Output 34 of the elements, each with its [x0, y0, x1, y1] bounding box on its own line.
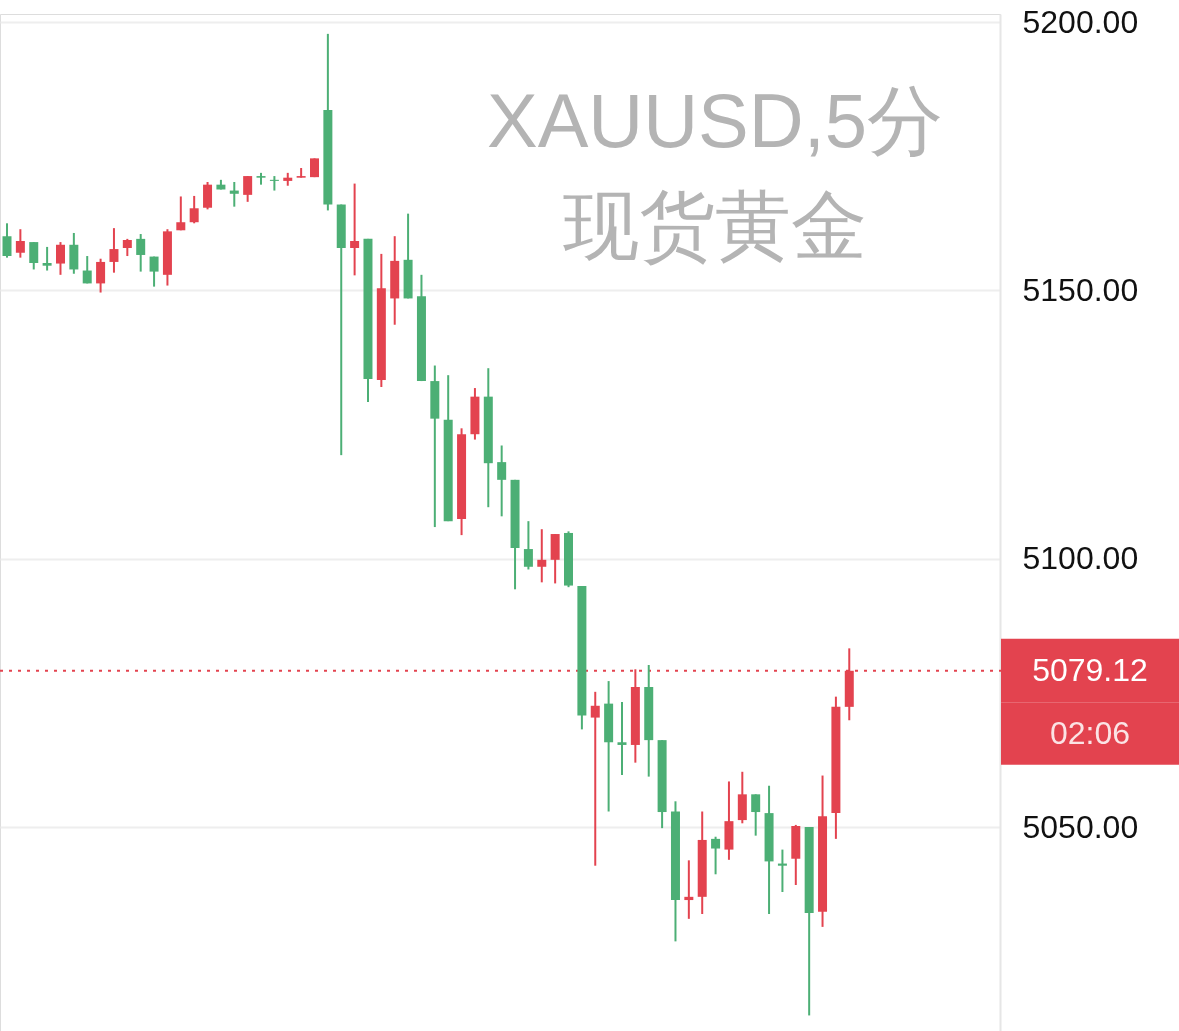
candlestick: [109, 227, 119, 274]
candlestick: [176, 195, 186, 232]
candlestick: [136, 233, 146, 273]
candlestick: [42, 245, 52, 272]
text: XAUUSD,5分: [486, 78, 944, 163]
candlestick: [2, 222, 12, 259]
text: 现货黄金: [563, 183, 867, 268]
y-tick-label: 5200.00: [1022, 3, 1139, 40]
candlestick: [350, 182, 360, 277]
candlestick: [189, 194, 199, 225]
y-tick-label: 5100.00: [1022, 540, 1139, 577]
candlestick: [149, 255, 159, 288]
candlestick: [711, 835, 721, 876]
candlestick: [203, 180, 213, 211]
candlestick: [617, 701, 627, 777]
candlestick: [229, 180, 239, 208]
y-tick-label: 5050.00: [1022, 808, 1139, 845]
candlestick: [590, 690, 600, 867]
candlestick: [82, 255, 92, 285]
candlestick: [777, 848, 787, 893]
candlestick: [269, 175, 279, 192]
candlestick: [497, 444, 507, 518]
candlestick: [55, 241, 65, 276]
candlestick: [751, 793, 761, 837]
candlestick: [537, 528, 547, 584]
y-tick-label: 5150.00: [1022, 271, 1139, 308]
text: 02:06: [1049, 714, 1131, 751]
candlestick: [523, 520, 533, 571]
candlestick: [15, 228, 25, 259]
candlestick: [684, 859, 694, 920]
candlestick: [243, 175, 253, 203]
candlestick: [96, 257, 106, 294]
candlestick: [29, 241, 39, 271]
ref-line-label: 5079.12: [1032, 651, 1148, 688]
